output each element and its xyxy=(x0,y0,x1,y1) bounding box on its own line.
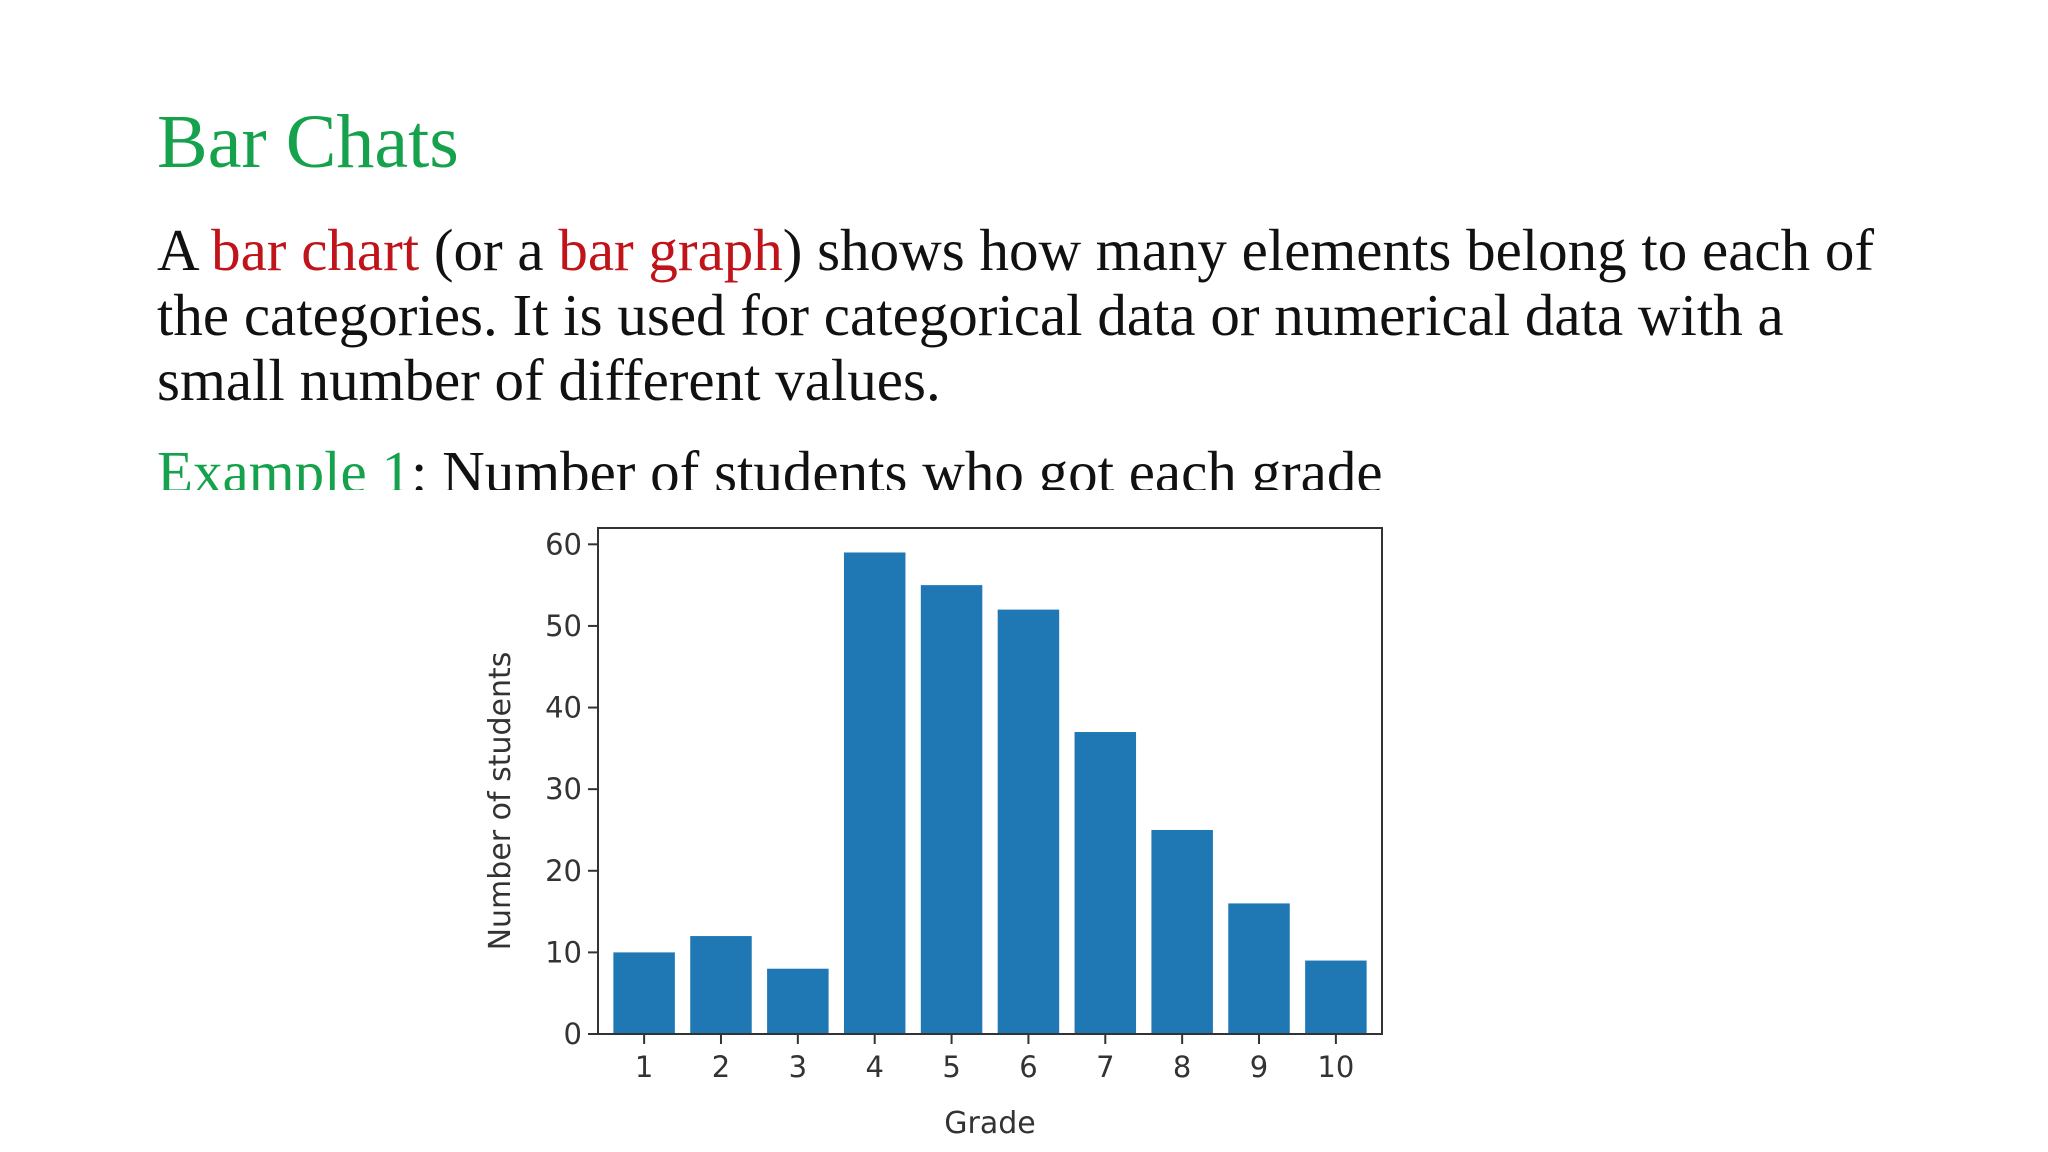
example-label: Example 1 xyxy=(157,439,411,490)
slide-title: Bar Chats xyxy=(157,100,459,184)
y-tick-label: 20 xyxy=(545,854,582,888)
bar-1 xyxy=(613,952,675,1034)
example-text: : Number of students who got each grade xyxy=(410,439,1383,490)
bar-6 xyxy=(997,609,1060,1034)
x-tick-label: 8 xyxy=(1173,1050,1191,1084)
bar-7 xyxy=(1074,732,1137,1034)
x-tick-label: 2 xyxy=(712,1050,730,1084)
y-tick-label: 40 xyxy=(545,691,582,725)
x-tick-label: 10 xyxy=(1317,1050,1354,1084)
bar-chart: 0 10 20 30 40 50 60 1 2 3 4 5 6 7 8 9 10 Grade Number of s… xyxy=(470,510,1410,1150)
x-tick-label: 4 xyxy=(865,1050,883,1084)
body-paragraph: A bar chart (or a bar graph) shows how m… xyxy=(157,218,1917,413)
term-bar-graph: bar graph xyxy=(558,217,783,283)
y-tick-label: 30 xyxy=(545,772,582,806)
bar-2 xyxy=(690,936,752,1034)
x-axis-label: Grade xyxy=(944,1106,1035,1141)
bar-9 xyxy=(1228,903,1290,1034)
y-tick-label: 0 xyxy=(564,1017,582,1051)
bar-chart-svg: 0 10 20 30 40 50 60 1 2 3 4 5 6 7 8 9 10 Grade Number of s… xyxy=(483,527,1383,1141)
bar-5 xyxy=(920,585,983,1034)
x-tick-label: 7 xyxy=(1096,1050,1114,1084)
plot-frame xyxy=(597,527,1383,1035)
x-tick-label: 3 xyxy=(789,1050,807,1084)
y-axis-label: Number of students xyxy=(483,652,518,951)
x-tick-label: 6 xyxy=(1019,1050,1037,1084)
bar-8 xyxy=(1151,829,1213,1034)
y-tick-label: 60 xyxy=(545,527,582,561)
example-line: Example 1: Number of students who got ea… xyxy=(157,438,1383,490)
y-tick-label: 10 xyxy=(545,935,582,969)
paragraph-text-2: (or a xyxy=(419,217,559,283)
bar-4 xyxy=(843,552,906,1034)
paragraph-text-3: ) shows how many elements belong to each… xyxy=(157,217,1875,413)
term-bar-chart: bar chart xyxy=(211,217,420,283)
paragraph-text-1: A xyxy=(157,217,212,283)
x-tick-label: 5 xyxy=(942,1050,960,1084)
bar-10 xyxy=(1305,960,1367,1034)
x-tick-label: 9 xyxy=(1250,1050,1268,1084)
y-tick-label: 50 xyxy=(545,609,582,643)
bar-3 xyxy=(767,968,829,1034)
x-tick-label: 1 xyxy=(635,1050,653,1084)
